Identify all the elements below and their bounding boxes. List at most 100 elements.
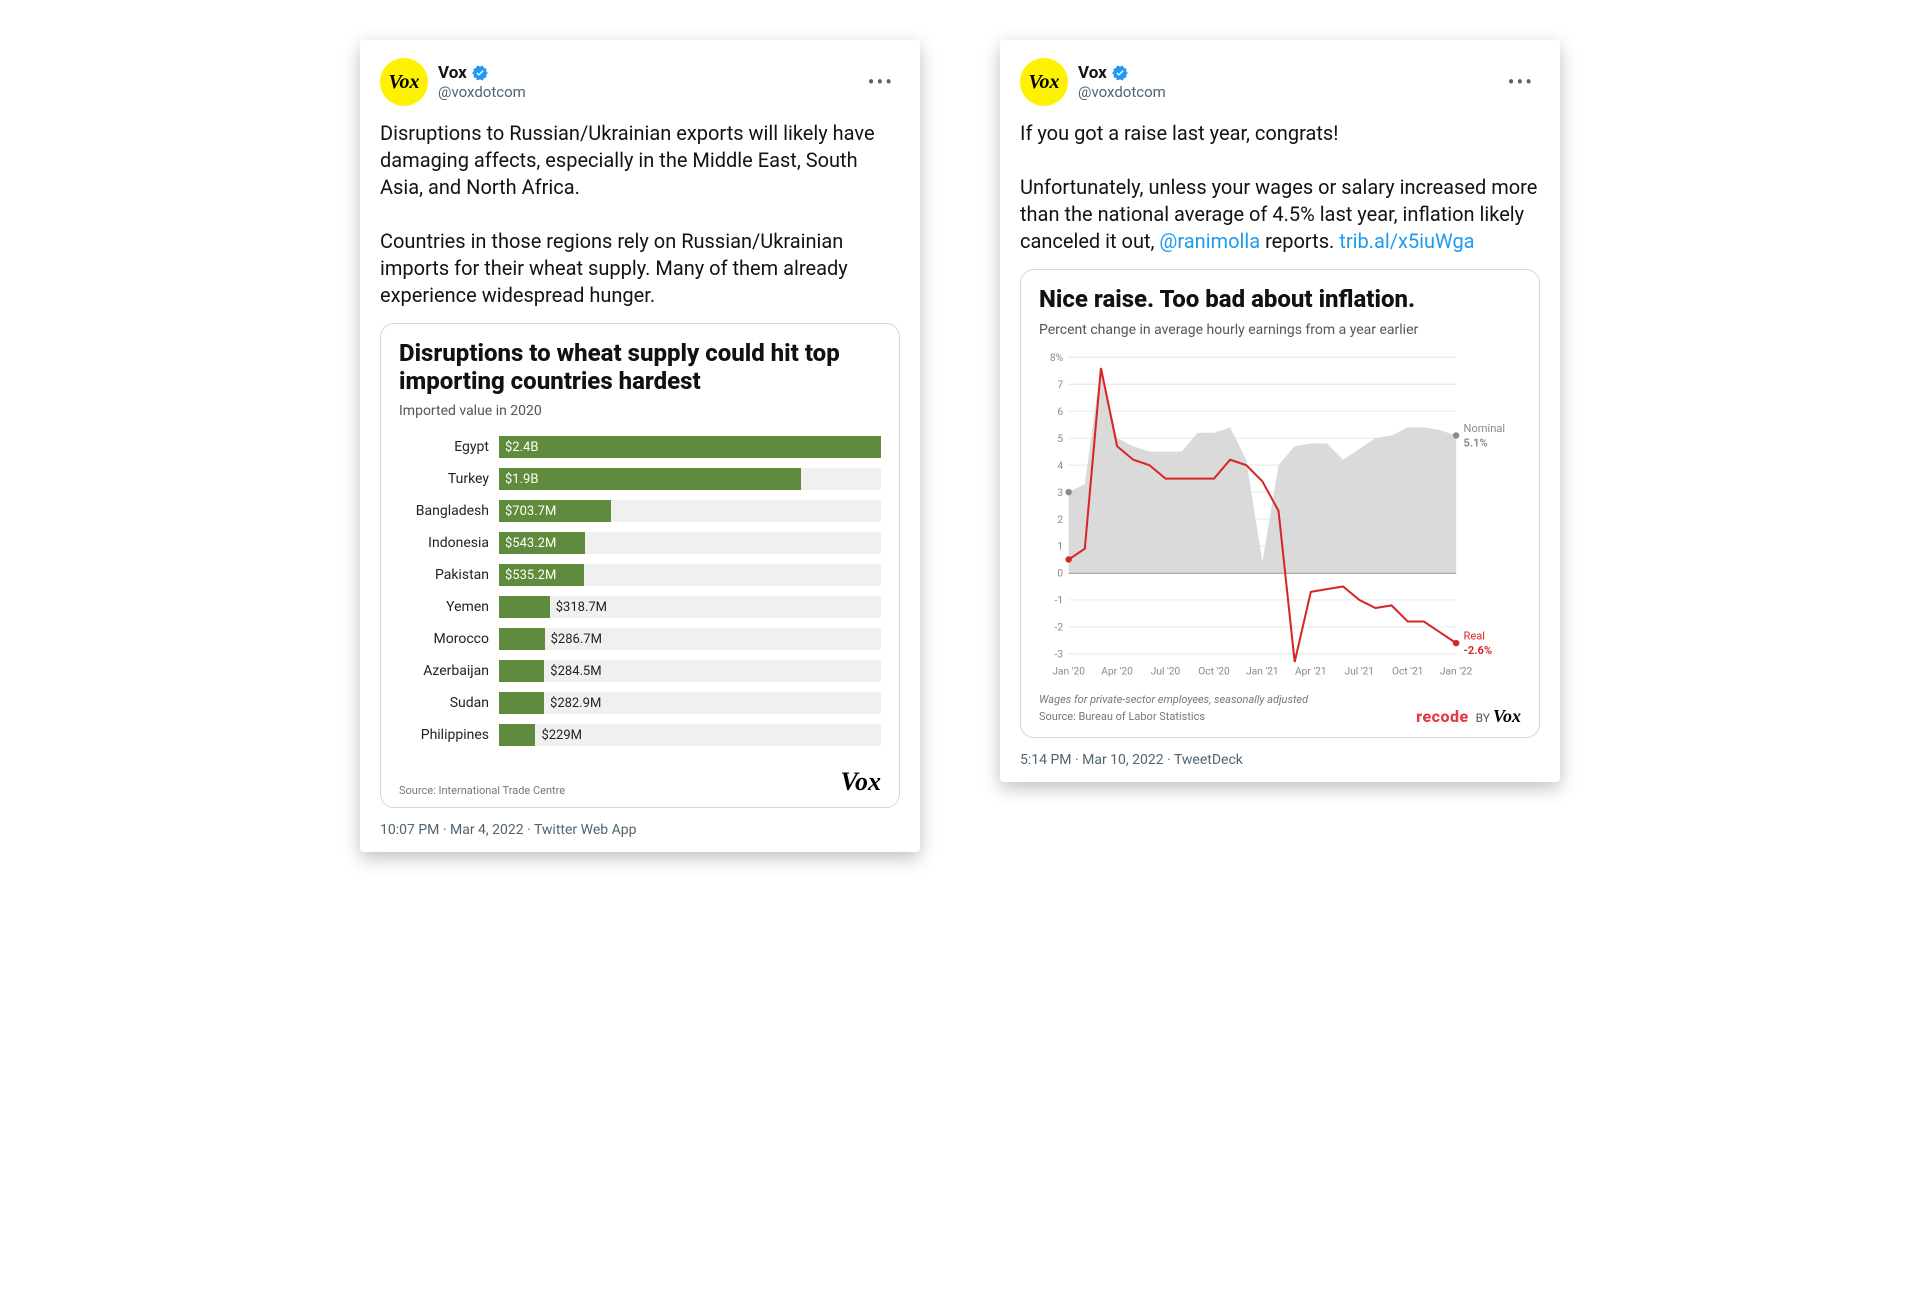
- recode-vox-logo: recode BY Vox: [1416, 706, 1521, 727]
- bar-track: $284.5M: [499, 660, 881, 682]
- bar-row: Indonesia$543.2M: [399, 529, 881, 557]
- display-name[interactable]: Vox: [438, 63, 467, 83]
- tweet1-meta: 10:07 PM · Mar 4, 2022 · Twitter Web App: [380, 822, 900, 838]
- bar-track: $2.4B: [499, 436, 881, 458]
- line-chart: -3 -2 -1 0 1 2 3 4 5 6 7 8% Nominal 5.1% Real -2.6% Jan …: [1039, 348, 1521, 686]
- bar-category: Indonesia: [399, 535, 499, 551]
- bar-chart: Egypt$2.4B Turkey$1.9B Bangladesh$703.7M In…: [399, 433, 881, 749]
- bar-track: $282.9M: [499, 692, 881, 714]
- bar-category: Turkey: [399, 471, 499, 487]
- chart2-note: Wages for private-sector employees, seas…: [1039, 693, 1521, 706]
- chart2-source: Source: Bureau of Labor Statistics: [1039, 710, 1205, 723]
- by-text: BY: [1473, 711, 1493, 725]
- svg-text:1: 1: [1057, 541, 1063, 552]
- bar-fill: $703.7M: [499, 500, 611, 522]
- bar-category: Azerbaijan: [399, 663, 499, 679]
- bar-value-label: $703.7M: [499, 504, 556, 519]
- bar-fill: $284.5M: [499, 660, 544, 682]
- more-icon[interactable]: •••: [862, 66, 900, 98]
- bar-track: $286.7M: [499, 628, 881, 650]
- svg-text:-2: -2: [1055, 622, 1064, 633]
- svg-text:Jul '21: Jul '21: [1345, 666, 1374, 677]
- chart1-title: Disruptions to wheat supply could hit to…: [399, 340, 881, 395]
- bar-fill: $2.4B: [499, 436, 881, 458]
- svg-text:Real: Real: [1464, 629, 1485, 642]
- bar-row: Bangladesh$703.7M: [399, 497, 881, 525]
- tweet1-body: Disruptions to Russian/Ukrainian exports…: [380, 120, 900, 309]
- bar-track: $535.2M: [499, 564, 881, 586]
- svg-text:5.1%: 5.1%: [1464, 436, 1488, 449]
- bar-row: Philippines$229M: [399, 721, 881, 749]
- avatar[interactable]: Vox: [380, 58, 428, 106]
- bar-value-label: $2.4B: [499, 440, 538, 455]
- mention-link[interactable]: @ranimolla: [1159, 229, 1260, 253]
- bar-category: Sudan: [399, 695, 499, 711]
- svg-text:Jan '22: Jan '22: [1440, 666, 1473, 677]
- bar-row: Azerbaijan$284.5M: [399, 657, 881, 685]
- tweet1-name-block: Vox @voxdotcom: [438, 63, 526, 101]
- svg-text:Nominal: Nominal: [1464, 421, 1506, 434]
- vox-logo-small: Vox: [1493, 706, 1521, 726]
- svg-text:0: 0: [1057, 568, 1063, 579]
- svg-text:4: 4: [1057, 460, 1063, 471]
- chart2-title: Nice raise. Too bad about inflation.: [1039, 286, 1521, 314]
- svg-text:3: 3: [1057, 487, 1063, 498]
- bar-value-label: $1.9B: [499, 472, 538, 487]
- svg-text:Apr '20: Apr '20: [1101, 666, 1133, 677]
- handle[interactable]: @voxdotcom: [1078, 83, 1166, 101]
- svg-text:Jan '20: Jan '20: [1052, 666, 1085, 677]
- bar-value-label: $229M: [535, 724, 582, 746]
- svg-text:-3: -3: [1055, 649, 1064, 660]
- bar-fill: $543.2M: [499, 532, 585, 554]
- display-name[interactable]: Vox: [1078, 63, 1107, 83]
- tweet-card-2: Vox Vox @voxdotcom ••• If you got a rais…: [1000, 40, 1560, 782]
- svg-text:7: 7: [1057, 380, 1063, 391]
- svg-text:Apr '21: Apr '21: [1295, 666, 1327, 677]
- bar-fill: $282.9M: [499, 692, 544, 714]
- bar-value-label: $535.2M: [499, 568, 556, 583]
- external-link[interactable]: trib.al/x5iuWga: [1339, 229, 1474, 253]
- bar-fill: $535.2M: [499, 564, 584, 586]
- bar-row: Pakistan$535.2M: [399, 561, 881, 589]
- bar-track: $703.7M: [499, 500, 881, 522]
- bar-track: $318.7M: [499, 596, 881, 618]
- avatar[interactable]: Vox: [1020, 58, 1068, 106]
- handle[interactable]: @voxdotcom: [438, 83, 526, 101]
- bar-category: Egypt: [399, 439, 499, 455]
- tweet2-body-mid: reports.: [1260, 229, 1339, 253]
- bar-row: Morocco$286.7M: [399, 625, 881, 653]
- bar-fill: $1.9B: [499, 468, 801, 490]
- line-chart-svg: -3 -2 -1 0 1 2 3 4 5 6 7 8% Nominal 5.1% Real -2.6% Jan …: [1039, 348, 1521, 682]
- chart2-subtitle: Percent change in average hourly earning…: [1039, 322, 1521, 338]
- svg-text:2: 2: [1057, 514, 1063, 525]
- svg-text:Oct '20: Oct '20: [1198, 666, 1230, 677]
- bar-fill: $286.7M: [499, 628, 545, 650]
- svg-text:6: 6: [1057, 406, 1063, 417]
- more-icon[interactable]: •••: [1502, 66, 1540, 98]
- tweet2-header: Vox Vox @voxdotcom •••: [1020, 58, 1540, 106]
- svg-text:Jul '20: Jul '20: [1151, 666, 1181, 677]
- chart1-subtitle: Imported value in 2020: [399, 403, 881, 419]
- bar-category: Yemen: [399, 599, 499, 615]
- svg-text:-2.6%: -2.6%: [1464, 644, 1493, 657]
- bar-row: Sudan$282.9M: [399, 689, 881, 717]
- verified-icon: [471, 64, 489, 82]
- tweet2-body: If you got a raise last year, congrats! …: [1020, 120, 1540, 255]
- tweet2-meta: 5:14 PM · Mar 10, 2022 · TweetDeck: [1020, 752, 1540, 768]
- bar-fill: $229M: [499, 724, 535, 746]
- bar-value-label: $543.2M: [499, 536, 556, 551]
- bar-value-label: $318.7M: [550, 596, 607, 618]
- bar-value-label: $284.5M: [544, 660, 601, 682]
- bar-row: Egypt$2.4B: [399, 433, 881, 461]
- bar-value-label: $286.7M: [545, 628, 602, 650]
- svg-text:8%: 8%: [1050, 353, 1064, 364]
- tweet2-name-block: Vox @voxdotcom: [1078, 63, 1166, 101]
- svg-text:-1: -1: [1055, 595, 1064, 606]
- svg-text:Oct '21: Oct '21: [1392, 666, 1423, 677]
- bar-category: Bangladesh: [399, 503, 499, 519]
- tweet-card-1: Vox Vox @voxdotcom ••• Disruptions to Ru…: [360, 40, 920, 852]
- verified-icon: [1111, 64, 1129, 82]
- svg-text:5: 5: [1057, 433, 1063, 444]
- bar-track: $229M: [499, 724, 881, 746]
- bar-row: Yemen $318.7M: [399, 593, 881, 621]
